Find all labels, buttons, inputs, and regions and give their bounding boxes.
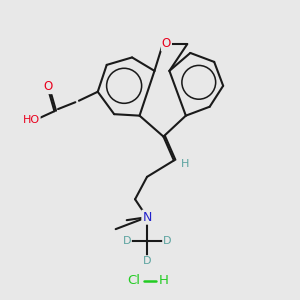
Text: Cl: Cl: [127, 274, 140, 287]
Text: O: O: [162, 38, 171, 50]
Text: O: O: [44, 80, 53, 93]
Text: H: H: [158, 274, 168, 287]
Text: D: D: [122, 236, 131, 246]
Text: HO: HO: [22, 115, 40, 125]
Text: D: D: [143, 256, 151, 266]
Text: N: N: [142, 211, 152, 224]
Text: H: H: [181, 159, 189, 169]
Text: D: D: [163, 236, 172, 246]
